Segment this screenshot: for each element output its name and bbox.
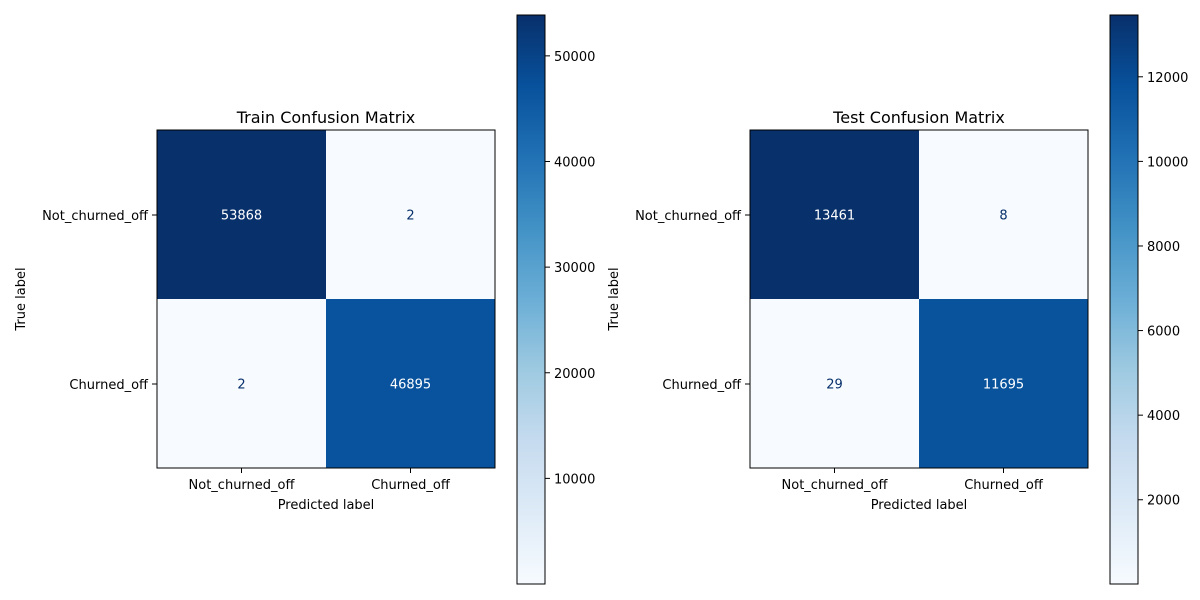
train-cell-value-0-0: 53868 (221, 209, 262, 224)
test-confusion-matrix-panel: Test Confusion Matrix 13461 8 29 11695 Not_… (607, 14, 1188, 585)
train-cell-1-1 (326, 299, 495, 468)
test-y-axis: Not_churned_off Churned_off True label (607, 209, 750, 393)
test-x-tick-label-1: Churned_off (964, 478, 1044, 493)
train-matrix-frame (156, 129, 496, 469)
train-confusion-matrix-panel: Train Confusion Matrix 53868 2 2 46895 Not_… (14, 14, 595, 585)
train-x-tick-label-1: Churned_off (371, 478, 451, 493)
train-cell-value-0-1: 2 (406, 209, 414, 224)
train-colorbar-ticks: 10000 20000 30000 40000 50000 (545, 50, 595, 487)
test-colorbar: 2000 4000 6000 8000 10000 12000 (1109, 14, 1188, 585)
train-colorbar-tick-label-4: 50000 (554, 50, 595, 65)
train-y-axis-label: True label (14, 267, 29, 331)
train-chart-title: Train Confusion Matrix (236, 108, 416, 127)
train-y-tick-label-0: Not_churned_off (42, 209, 149, 224)
test-colorbar-tick-label-2: 6000 (1147, 325, 1180, 340)
train-colorbar-gradient (516, 14, 546, 585)
test-matrix-cells: 13461 8 29 11695 (750, 130, 1088, 468)
train-x-tick-label-0: Not_churned_off (189, 478, 296, 493)
test-colorbar-tick-label-0: 2000 (1147, 494, 1180, 509)
test-y-tick-label-0: Not_churned_off (635, 209, 742, 224)
test-x-axis-label: Predicted label (871, 498, 968, 513)
train-colorbar-tick-label-2: 30000 (554, 261, 595, 276)
train-x-axis: Not_churned_off Churned_off Predicted la… (189, 468, 451, 513)
test-colorbar-gradient (1109, 14, 1139, 585)
test-cell-0-0 (750, 130, 919, 299)
test-cell-0-1 (919, 130, 1088, 299)
train-cell-value-1-1: 46895 (390, 378, 431, 393)
test-cell-value-1-0: 29 (826, 378, 843, 393)
test-cell-value-1-1: 11695 (983, 378, 1024, 393)
train-y-axis: Not_churned_off Churned_off True label (14, 209, 157, 393)
train-matrix-cells: 53868 2 2 46895 (157, 130, 495, 468)
train-cell-0-0 (157, 130, 326, 299)
test-y-axis-label: True label (607, 267, 622, 331)
test-x-tick-label-0: Not_churned_off (782, 478, 889, 493)
test-cell-1-1 (919, 299, 1088, 468)
train-y-tick-label-1: Churned_off (69, 378, 149, 393)
train-cell-0-1 (326, 130, 495, 299)
train-colorbar-tick-label-0: 10000 (554, 472, 595, 487)
test-chart-title: Test Confusion Matrix (832, 108, 1005, 127)
test-colorbar-tick-label-3: 8000 (1147, 240, 1180, 255)
test-colorbar-tick-label-5: 12000 (1147, 71, 1188, 86)
test-x-axis: Not_churned_off Churned_off Predicted la… (782, 468, 1044, 513)
test-colorbar-tick-label-1: 4000 (1147, 409, 1180, 424)
train-colorbar-tick-label-1: 20000 (554, 367, 595, 382)
test-colorbar-tick-label-4: 10000 (1147, 155, 1188, 170)
train-colorbar: 10000 20000 30000 40000 50000 (516, 14, 595, 585)
train-cell-value-1-0: 2 (237, 378, 245, 393)
test-y-tick-label-1: Churned_off (662, 378, 742, 393)
test-cell-1-0 (750, 299, 919, 468)
train-colorbar-tick-label-3: 40000 (554, 155, 595, 170)
train-x-axis-label: Predicted label (278, 498, 375, 513)
test-matrix-frame (749, 129, 1089, 469)
train-cell-1-0 (157, 299, 326, 468)
test-cell-value-0-1: 8 (999, 209, 1007, 224)
test-cell-value-0-0: 13461 (814, 209, 855, 224)
test-colorbar-ticks: 2000 4000 6000 8000 10000 12000 (1138, 71, 1188, 509)
